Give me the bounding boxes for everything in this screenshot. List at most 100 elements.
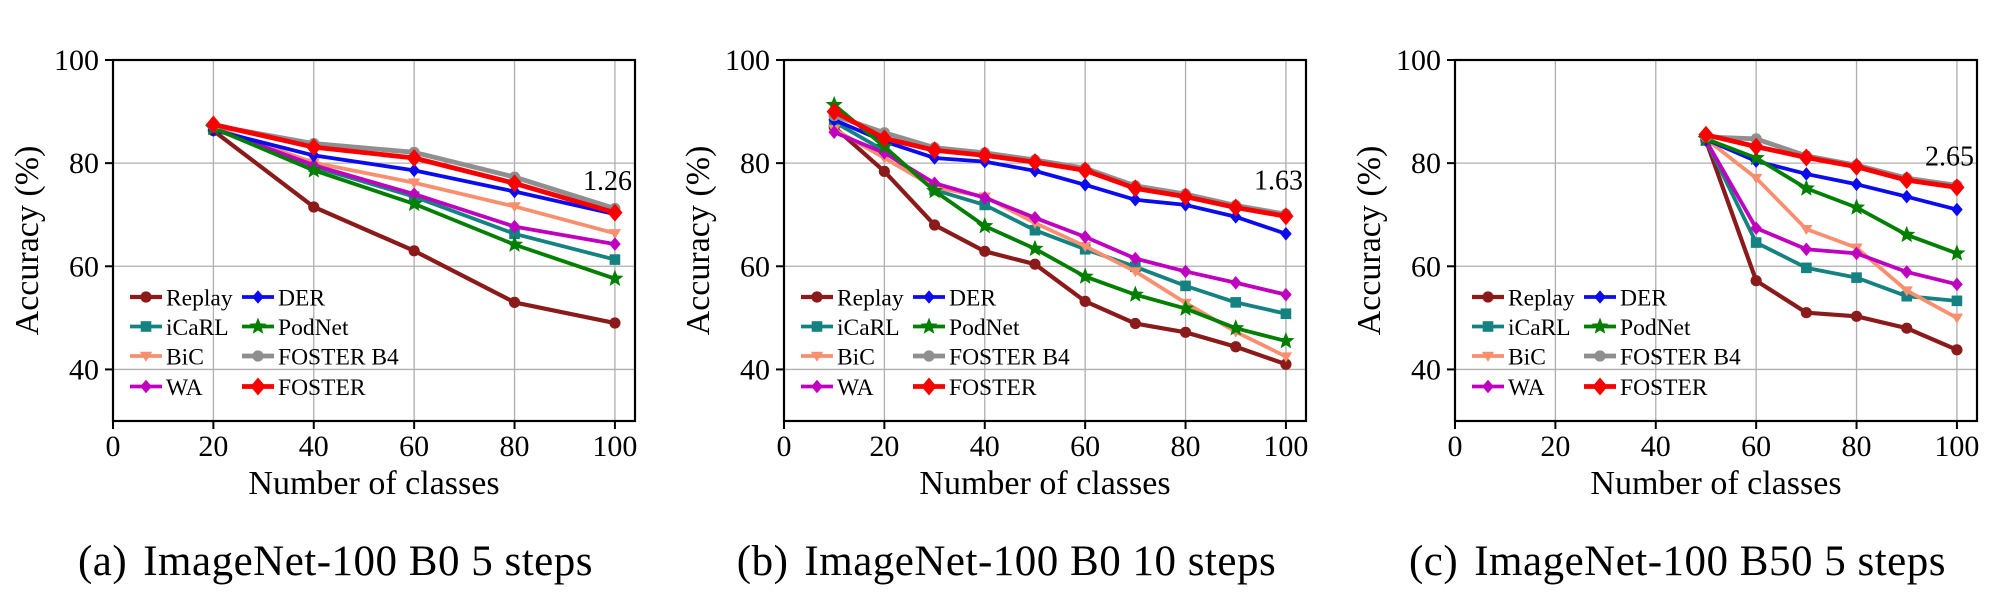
series-bic-marker [1950, 313, 1964, 324]
series-icarl-marker [1029, 224, 1041, 236]
series-replay-marker [1901, 322, 1913, 334]
legend-foster-marker [250, 377, 266, 396]
series-icarl-marker [979, 199, 991, 211]
legend-podnet-label: PodNet [278, 315, 349, 341]
x-tick-label: 60 [399, 430, 429, 463]
series-podnet-marker [405, 194, 423, 212]
series-replay-marker [308, 201, 320, 213]
caption-b: (b) ImageNet-100 B0 10 steps [671, 537, 1342, 586]
series-wa-marker [1280, 287, 1292, 302]
series-der-marker [1900, 189, 1913, 204]
series-der-line [1704, 137, 1959, 212]
series-foster-marker [205, 115, 221, 134]
series-wa-marker [1029, 211, 1041, 225]
legend-foster-b4-label: FOSTER B4 [949, 345, 1070, 371]
series-foster-marker [977, 146, 993, 165]
series-wa-marker [1129, 251, 1142, 266]
series-podnet-line [832, 102, 1288, 343]
series-foster-marker [1899, 171, 1915, 190]
series-foster-marker [406, 148, 422, 167]
y-axis-label: Accuracy (%) [9, 146, 46, 336]
y-tick-label: 60 [1411, 250, 1441, 283]
legend-icarl-marker [1482, 321, 1494, 332]
legend-icarl-label: iCaRL [1508, 315, 1571, 341]
series-replay-marker [1029, 258, 1041, 270]
series-wa-marker [878, 146, 891, 160]
x-tick-label: 20 [1540, 430, 1570, 463]
caption-b-label: (b) [736, 538, 789, 585]
legend-der-label: DER [949, 286, 996, 312]
annotation-2.65: 2.65 [1925, 141, 1974, 172]
panel-b: 0 20 40 60 80 100 40 60 80 100 Number of classes Ac… [671, 0, 1342, 610]
series-icarl-marker [1180, 280, 1191, 292]
caption-c-label: (c) [1408, 538, 1459, 585]
series-podnet-marker [305, 161, 323, 178]
y-tick-label: 40 [69, 353, 99, 386]
chart-a-plot: 0 20 40 60 80 100 40 60 80 100 Number of classes Ac… [9, 44, 637, 502]
legend-foster-b4-label: FOSTER B4 [1620, 345, 1741, 371]
series-wa-marker [508, 219, 521, 234]
series-replay-marker [1230, 341, 1242, 353]
x-tick-label: 100 [592, 430, 637, 463]
chart-c-plot: 0 20 40 60 80 100 40 60 80 100 Number of classes Ac… [1351, 44, 1979, 502]
legend-icarl-marker [811, 321, 823, 332]
legend-wa-label: WA [1508, 375, 1545, 401]
x-tick-label: 80 [1842, 430, 1872, 463]
x-tick-label: 80 [1171, 430, 1201, 463]
series-icarl-marker [1130, 261, 1141, 273]
series-foster-marker [826, 102, 842, 121]
series-foster-marker [926, 141, 943, 160]
series-replay-marker [928, 219, 941, 231]
legend-icarl-label: iCaRL [837, 315, 900, 341]
series-foster-marker [1077, 161, 1093, 180]
series-replay-marker [408, 245, 420, 257]
caption-b-title: ImageNet-100 B0 10 steps [804, 538, 1277, 585]
series-replay-line [832, 124, 1289, 367]
series-der-marker [1129, 192, 1142, 207]
series-replay-marker [1951, 344, 1963, 356]
x-tick-label: 0 [1448, 430, 1463, 463]
x-tick-label: 0 [777, 430, 792, 463]
caption-c-title: ImageNet-100 B50 5 steps [1474, 538, 1946, 585]
x-tick-label: 60 [1741, 430, 1771, 463]
legend-bic-marker [810, 351, 824, 362]
series-der-marker [1850, 177, 1863, 192]
x-tick-label: 40 [1641, 430, 1671, 463]
caption-c: (c) ImageNet-100 B50 5 steps [1342, 537, 2013, 586]
series-foster-line [1703, 132, 1960, 190]
legend-foster-b4-marker [923, 350, 935, 362]
series-wa-marker [609, 237, 621, 251]
series-foster-marker [506, 174, 523, 193]
legend-replay-label: Replay [1508, 286, 1575, 312]
series-icarl-marker [509, 228, 520, 240]
series-icarl-marker [609, 254, 621, 265]
legend-bic-marker [1481, 351, 1495, 362]
series-icarl-marker [1750, 237, 1762, 248]
series-bic-line [1704, 136, 1959, 320]
series-icarl-marker [1280, 308, 1292, 320]
legend-wa-label: WA [166, 375, 203, 401]
series-podnet-marker [1076, 267, 1094, 284]
y-axis-label: Accuracy (%) [680, 146, 717, 336]
legend-foster-label: FOSTER [1620, 375, 1708, 401]
series-foster-marker [306, 138, 322, 157]
y-tick-label: 40 [1411, 353, 1441, 386]
series-icarl-marker [1951, 295, 1963, 307]
legend-replay-label: Replay [166, 286, 233, 312]
series-podnet-marker [1847, 198, 1866, 215]
series-icarl-marker [1801, 262, 1812, 274]
y-axis-label: Accuracy (%) [1351, 146, 1388, 336]
legend-bic-marker [139, 351, 153, 362]
series-der-marker [1800, 167, 1813, 181]
x-axis-label: Number of classes [1590, 465, 1841, 502]
legend-replay-marker [140, 291, 152, 303]
series-bic-marker [1129, 267, 1142, 278]
series-replay-marker [1800, 307, 1812, 319]
legend-icarl-label: iCaRL [166, 315, 229, 341]
legend-replay-marker [1482, 291, 1494, 303]
y-tick-label: 60 [740, 250, 770, 283]
y-tick-label: 100 [54, 44, 99, 77]
series-wa-marker [828, 125, 840, 139]
series-podnet-line [1704, 136, 1959, 256]
series-foster-marker [1949, 178, 1965, 197]
